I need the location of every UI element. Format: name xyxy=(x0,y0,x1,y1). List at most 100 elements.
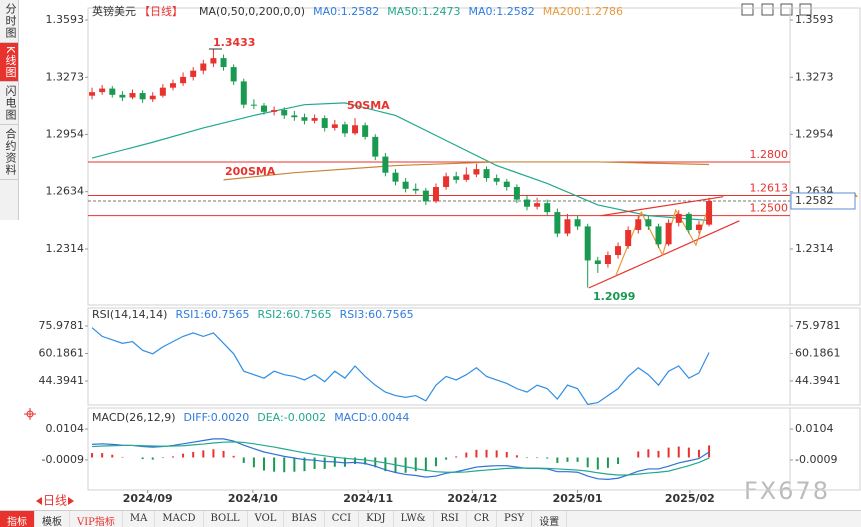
toolbar-item[interactable]: BOLL xyxy=(204,511,248,527)
toolbar-item[interactable]: CR xyxy=(467,511,498,527)
toolbar-item[interactable]: LW& xyxy=(394,511,434,527)
panel-frame xyxy=(87,407,861,491)
icon[interactable] xyxy=(761,3,774,16)
toolbar-item[interactable]: VOL xyxy=(248,511,285,527)
x-tick-label: 2024/09 xyxy=(123,492,173,505)
macd-bar xyxy=(202,450,205,458)
toolbar-item[interactable]: CCI xyxy=(325,511,360,527)
y-tick-label: 1.3593 xyxy=(795,13,834,26)
macd-bar xyxy=(586,457,589,468)
title: MACD(26,12,9) xyxy=(92,411,176,424)
annotation: 50SMA xyxy=(347,99,390,112)
indicator: MA(0,50,0,200,0,0) xyxy=(199,5,305,18)
y-tick-label: 1.3273 xyxy=(795,70,834,83)
candle-body xyxy=(584,226,591,261)
candle-body xyxy=(261,105,268,112)
legend-entry: MA0:1.2582 xyxy=(313,5,379,18)
macd-bar xyxy=(252,457,255,468)
y-tick-label: 44.3941 xyxy=(795,374,841,387)
side-tab[interactable]: 分时图 xyxy=(0,0,18,43)
candle-body xyxy=(362,125,369,137)
next-arrow[interactable] xyxy=(68,497,74,505)
toolbar-item[interactable]: 模板 xyxy=(35,511,70,527)
candle-body xyxy=(453,176,460,180)
candle-body xyxy=(220,58,227,68)
current-price-box xyxy=(790,192,856,210)
legend-entry: MA200:1.2786 xyxy=(543,5,623,18)
annotation: 1.2099 xyxy=(593,290,635,303)
sidebar: 分时图 K线图 闪电图 合约资料 xyxy=(0,0,19,220)
macd-bar xyxy=(323,457,326,469)
y-tick-label: 0.0104 xyxy=(46,422,85,435)
candle-body xyxy=(392,172,399,182)
candle-body xyxy=(382,156,389,173)
toolbar-item[interactable]: MA xyxy=(123,511,156,527)
candle-body xyxy=(180,76,187,84)
macd-bar xyxy=(263,457,266,471)
macd-bar xyxy=(434,457,437,467)
toolbar-item[interactable]: MACD xyxy=(155,511,204,527)
macd-bar xyxy=(536,457,539,459)
candle-body xyxy=(89,92,96,96)
candle-body xyxy=(615,246,622,256)
toolbar-item[interactable]: 设置 xyxy=(532,511,568,527)
candle-body xyxy=(524,199,531,207)
candle-body xyxy=(554,212,561,234)
candle-body xyxy=(432,187,439,202)
trend-line xyxy=(600,196,724,217)
icon[interactable] xyxy=(780,3,793,16)
side-tab[interactable]: 闪电图 xyxy=(0,82,18,126)
macd-bar xyxy=(303,457,306,472)
candle-body xyxy=(190,70,197,77)
macd-bar xyxy=(424,457,427,472)
icon[interactable] xyxy=(741,3,754,16)
candle-body xyxy=(99,88,106,93)
macd-bar xyxy=(566,457,569,462)
macd-bar xyxy=(182,453,185,458)
candle-body xyxy=(331,124,338,128)
macd-bar xyxy=(232,455,235,458)
legend-entry: DIFF:0.0020 xyxy=(184,411,250,424)
macd-bar xyxy=(161,457,164,459)
macd-bar xyxy=(273,457,276,472)
candle-body xyxy=(685,213,692,230)
toolbar-item[interactable]: RSI xyxy=(434,511,467,527)
macd-bar xyxy=(546,457,549,459)
candle-body xyxy=(443,176,450,188)
panel-header: MACD(26,12,9) DIFF:0.0020 DEA:-0.0002 MACD:… xyxy=(92,411,409,424)
legend-entry: MACD:0.0044 xyxy=(334,411,409,424)
level-label: 1.2500 xyxy=(750,202,789,215)
legend-entry: RSI2:60.7565 xyxy=(258,308,332,321)
prev-arrow[interactable] xyxy=(36,497,42,505)
candle-body xyxy=(129,93,136,98)
trend-line xyxy=(588,220,740,289)
macd-bar xyxy=(495,450,498,458)
macd-bar xyxy=(384,457,387,472)
candle-body xyxy=(534,203,541,207)
macd-bar xyxy=(222,450,225,458)
side-tab[interactable]: K线图 xyxy=(0,43,18,83)
y-tick-label: 75.9781 xyxy=(39,319,85,332)
panel-header: 英镑美元 【日线】 MA(0,50,0,200,0,0) MA0:1.2582 MA50… xyxy=(92,4,623,18)
macd-bar xyxy=(687,447,690,458)
dea-line xyxy=(92,441,710,476)
x-tick-label: 2024/12 xyxy=(447,492,497,505)
side-tab[interactable]: 合约资料 xyxy=(0,125,18,181)
toolbar-item[interactable]: 指标 xyxy=(0,511,35,527)
candle-body xyxy=(544,203,551,213)
macd-bar xyxy=(404,457,407,473)
macd-bar xyxy=(374,457,377,468)
icon[interactable] xyxy=(799,3,812,16)
toolbar-item[interactable]: PSY xyxy=(497,511,533,527)
candle-body xyxy=(604,255,611,265)
toolbar-item[interactable]: KDJ xyxy=(359,511,394,527)
toolbar-item[interactable]: VIP指标 xyxy=(70,511,123,527)
macd-bar xyxy=(515,455,518,458)
candle-body xyxy=(109,88,116,95)
period-label[interactable]: 日线 xyxy=(43,494,67,508)
toolbar-item[interactable]: BIAS xyxy=(284,511,325,527)
macd-bar xyxy=(192,452,195,458)
y-tick-label: 1.2954 xyxy=(46,127,85,140)
macd-bar xyxy=(606,457,609,468)
